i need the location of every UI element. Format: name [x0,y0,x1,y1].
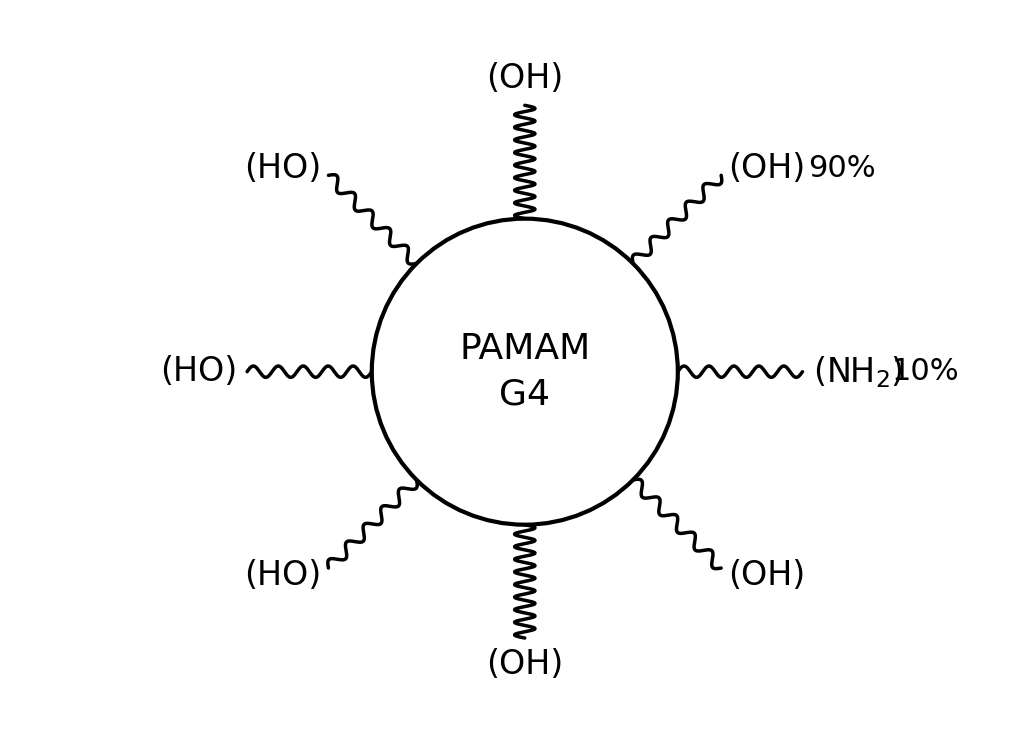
Text: (HO): (HO) [160,355,237,388]
Text: (OH): (OH) [486,648,563,682]
Text: (HO): (HO) [244,152,322,185]
Text: 10%: 10% [892,357,959,386]
Text: (OH): (OH) [486,62,563,95]
Text: (OH): (OH) [728,152,806,185]
Text: (NH$_2$): (NH$_2$) [813,354,903,389]
Text: (OH): (OH) [728,559,806,592]
Text: 90%: 90% [808,154,876,183]
Text: PAMAM: PAMAM [459,332,591,366]
Text: (HO): (HO) [244,559,322,592]
Text: G4: G4 [500,378,550,411]
